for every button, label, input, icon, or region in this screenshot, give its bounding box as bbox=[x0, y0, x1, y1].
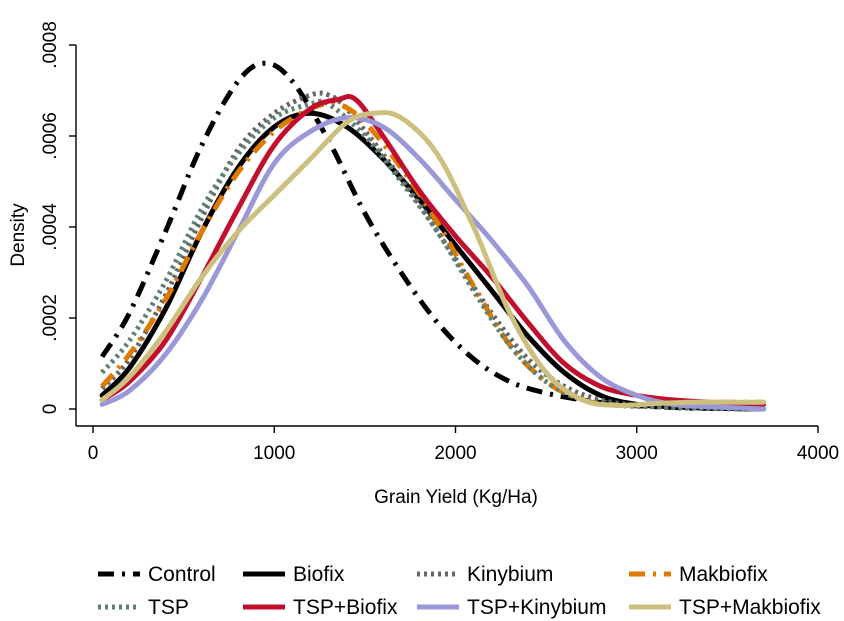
x-tick-label: 1000 bbox=[253, 443, 295, 464]
x-tick-label: 2000 bbox=[434, 443, 476, 464]
legend-label-makbiofix: Makbiofix bbox=[679, 563, 768, 586]
y-tick-label: .0002 bbox=[40, 294, 61, 342]
legend-label-biofix: Biofix bbox=[293, 563, 345, 586]
legend-label-tsp: TSP bbox=[148, 596, 189, 619]
legend-label-tsp-kinybium: TSP+Kinybium bbox=[467, 596, 606, 619]
series-line-biofix bbox=[99, 110, 767, 412]
x-tick-label: 4000 bbox=[797, 443, 839, 464]
x-tick-label: 0 bbox=[88, 443, 99, 464]
plot-area bbox=[99, 60, 767, 412]
y-tick-label: 0 bbox=[40, 404, 61, 415]
y-tick-label: .0008 bbox=[40, 21, 61, 69]
axes: 0 1000 2000 3000 4000 0 .0002 .0004 .0006 .0008 Gr… bbox=[8, 21, 839, 508]
y-tick-label: .0004 bbox=[40, 203, 61, 251]
legend-label-control: Control bbox=[148, 563, 216, 586]
x-axis-title: Grain Yield (Kg/Ha) bbox=[374, 487, 538, 508]
y-axis-title: Density bbox=[8, 203, 29, 267]
legend-label-tsp-biofix: TSP+Biofix bbox=[293, 596, 398, 619]
x-tick-label: 3000 bbox=[616, 443, 658, 464]
legend: Control Biofix Kinybium Makbiofix TSP TSP+Bio… bbox=[98, 563, 821, 619]
series-line-kinybium bbox=[100, 90, 764, 412]
series-line-tsp-makbiofix bbox=[99, 110, 767, 409]
legend-label-kinybium: Kinybium bbox=[467, 563, 553, 586]
y-tick-label: .0006 bbox=[40, 112, 61, 160]
legend-label-tsp-makbiofix: TSP+Makbiofix bbox=[679, 596, 821, 619]
series-line-tsp-kinybium bbox=[99, 115, 767, 412]
